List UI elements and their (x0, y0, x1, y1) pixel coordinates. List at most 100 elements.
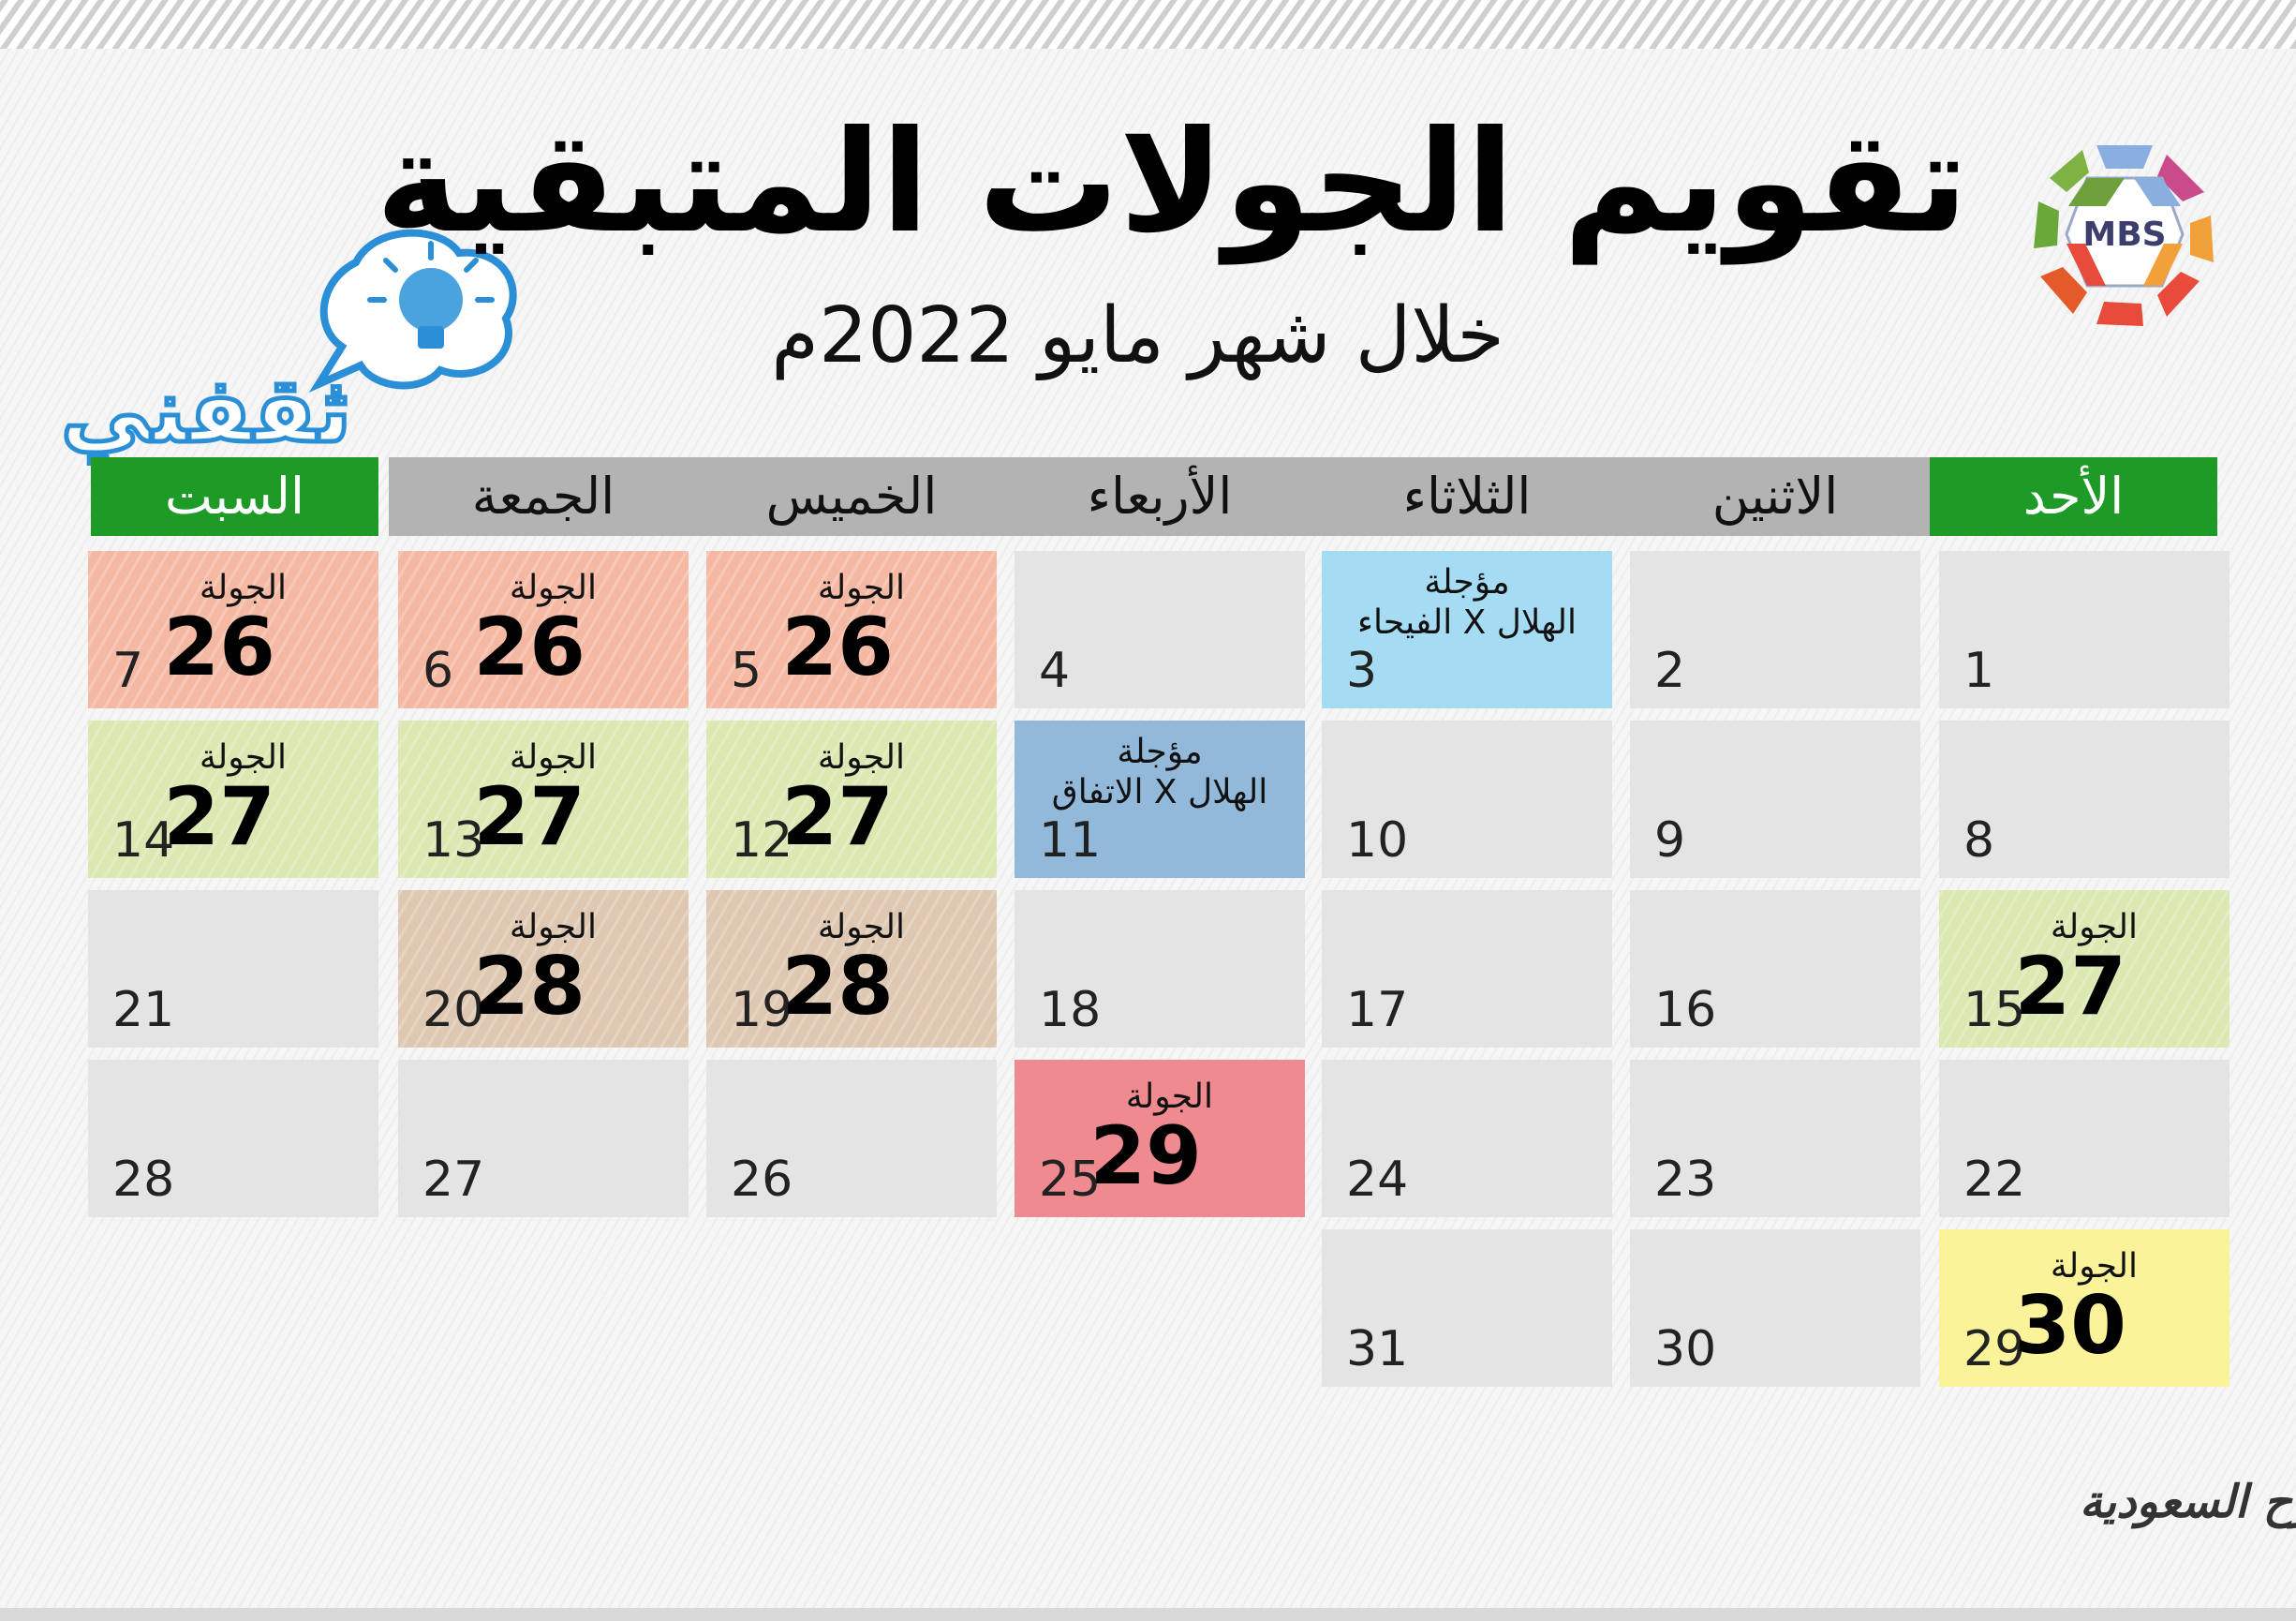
round-number: 27 (163, 770, 275, 864)
calendar-day-4: 4 (1015, 551, 1305, 708)
round-label: الجولة (199, 569, 287, 607)
round-number: 27 (473, 770, 585, 864)
day-number: 31 (1346, 1321, 1409, 1377)
calendar-day-1: 1 (1939, 551, 2229, 708)
calendar-day-24: 24 (1322, 1060, 1612, 1217)
calendar-day-17: 17 (1322, 890, 1612, 1048)
postponed-match-label: مؤجلة الفيحاء X الهلال (1357, 563, 1577, 643)
day-number: 13 (422, 812, 485, 869)
calendar-day-30: 30 (1630, 1229, 1920, 1387)
calendar-day-16: 16 (1630, 890, 1920, 1048)
calendar-day-13: 13 الجولة 27 (398, 721, 689, 878)
day-number: 14 (112, 812, 175, 869)
day-number: 27 (422, 1152, 485, 1208)
day-number: 12 (731, 812, 793, 869)
calendar-day-3: 3 مؤجلة الفيحاء X الهلال (1322, 551, 1612, 708)
calendar-day-12: 12 الجولة 27 (706, 721, 997, 878)
calendar-day-5: 5 الجولة 26 (706, 551, 997, 708)
round-number: 26 (473, 601, 585, 694)
calendar-day-7: 7 الجولة 26 (88, 551, 378, 708)
round-label: الجولة (509, 738, 597, 777)
weekday-header-saturday: السبت (91, 457, 378, 536)
round-number: 26 (163, 601, 275, 694)
day-number: 11 (1039, 812, 1102, 869)
day-number: 4 (1039, 643, 1071, 699)
round-number: 27 (2014, 940, 2126, 1034)
top-stripe (0, 0, 2296, 49)
weekday-header-tuesday: الثلاثاء (1312, 457, 1622, 536)
day-number: 17 (1346, 982, 1409, 1038)
brand-wordmark: ثقفني (58, 358, 354, 463)
calendar-day-8: 8 (1939, 721, 2229, 878)
day-number: 18 (1039, 982, 1102, 1038)
day-number: 7 (112, 643, 144, 699)
round-label: الجولة (2050, 1247, 2138, 1286)
day-number: 20 (422, 982, 485, 1038)
calendar-day-22: 22 (1939, 1060, 2229, 1217)
calendar-day-29: 29 الجولة 30 (1939, 1229, 2229, 1387)
calendar-day-10: 10 (1322, 721, 1612, 878)
day-number: 16 (1654, 982, 1717, 1038)
calendar-day-15: 15 الجولة 27 (1939, 890, 2229, 1048)
day-number: 28 (112, 1152, 175, 1208)
round-number: 26 (781, 601, 894, 694)
round-label: الجولة (199, 738, 287, 777)
calendar-day-14: 14 الجولة 27 (88, 721, 378, 878)
day-number: 15 (1963, 982, 2026, 1038)
calendar-day-9: 9 (1630, 721, 1920, 878)
calendar-day-21: 21 (88, 890, 378, 1048)
bottom-bar (0, 1608, 2296, 1621)
calendar-day-11: 11 مؤجلة الاتفاق X الهلال (1015, 721, 1305, 878)
day-number: 1 (1963, 643, 1995, 699)
calendar-day-26: 26 (706, 1060, 997, 1217)
weekday-header-friday: الجمعة (389, 457, 698, 536)
page-title: تقويم الجولات المتبقية (376, 101, 1968, 264)
calendar-day-18: 18 (1015, 890, 1305, 1048)
page-subtitle: خلال شهر مايو 2022م (771, 291, 1504, 380)
postponed-match-label: مؤجلة الاتفاق X الهلال (1051, 733, 1268, 812)
signature-logo: روح السعودية (2080, 1476, 2296, 1528)
weekday-header-wednesday: الأربعاء (1005, 457, 1314, 536)
day-number: 10 (1346, 812, 1409, 869)
calendar-day-6: 6 الجولة 26 (398, 551, 689, 708)
weekday-header-monday: الاثنين (1621, 457, 1930, 536)
svg-text:MBS: MBS (2082, 216, 2166, 254)
day-number: 19 (731, 982, 793, 1038)
day-number: 30 (1654, 1321, 1717, 1377)
round-number: 27 (781, 770, 894, 864)
round-number: 28 (781, 940, 894, 1034)
calendar-day-20: 20 الجولة 28 (398, 890, 689, 1048)
round-label: الجولة (817, 908, 905, 946)
day-number: 26 (731, 1152, 793, 1208)
round-number: 28 (473, 940, 585, 1034)
day-number: 6 (422, 643, 454, 699)
round-label: الجولة (817, 738, 905, 777)
round-number: 30 (2014, 1279, 2126, 1373)
weekday-header-sunday: الأحد (1930, 457, 2217, 536)
brand-logo (308, 229, 517, 393)
weekday-header-thursday: الخميس (697, 457, 1006, 536)
round-label: الجولة (1125, 1078, 1213, 1116)
league-logo: MBS (2034, 145, 2214, 326)
day-number: 22 (1963, 1152, 2026, 1208)
day-number: 2 (1654, 643, 1686, 699)
calendar-day-25: 25 الجولة 29 (1015, 1060, 1305, 1217)
day-number: 21 (112, 982, 175, 1038)
calendar-day-27: 27 (398, 1060, 689, 1217)
round-number: 29 (1089, 1109, 1202, 1203)
round-label: الجولة (509, 569, 597, 607)
calendar-day-23: 23 (1630, 1060, 1920, 1217)
day-number: 8 (1963, 812, 1995, 869)
calendar-day-28: 28 (88, 1060, 378, 1217)
calendar-day-2: 2 (1630, 551, 1920, 708)
calendar-day-19: 19 الجولة 28 (706, 890, 997, 1048)
day-number: 29 (1963, 1321, 2026, 1377)
round-label: الجولة (817, 569, 905, 607)
day-number: 25 (1039, 1152, 1102, 1208)
day-number: 3 (1346, 643, 1378, 699)
day-number: 9 (1654, 812, 1686, 869)
round-label: الجولة (2050, 908, 2138, 946)
day-number: 5 (731, 643, 763, 699)
calendar-day-31: 31 (1322, 1229, 1612, 1387)
day-number: 24 (1346, 1152, 1409, 1208)
